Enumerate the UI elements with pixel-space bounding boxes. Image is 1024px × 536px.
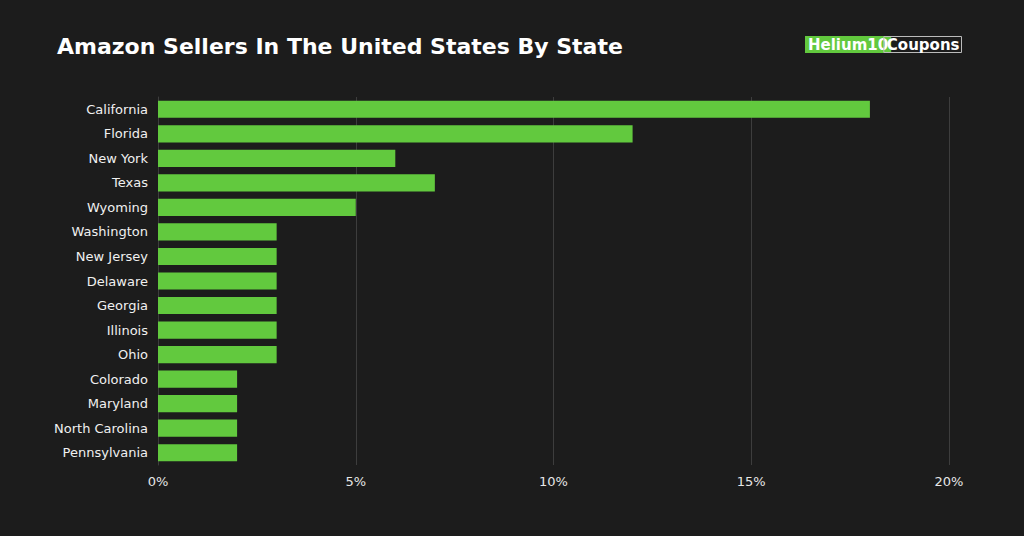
svg-text:Ohio: Ohio: [118, 347, 148, 362]
svg-text:Wyoming: Wyoming: [87, 200, 148, 215]
svg-text:10%: 10%: [539, 474, 568, 489]
svg-text:Coupons: Coupons: [887, 36, 960, 54]
svg-text:Illinois: Illinois: [107, 323, 148, 338]
svg-text:Texas: Texas: [111, 175, 148, 190]
svg-text:Georgia: Georgia: [97, 298, 148, 313]
svg-text:0%: 0%: [148, 474, 169, 489]
svg-text:Amazon Sellers In The United S: Amazon Sellers In The United States By S…: [57, 34, 623, 59]
svg-text:5%: 5%: [345, 474, 366, 489]
svg-text:Delaware: Delaware: [87, 274, 148, 289]
svg-text:California: California: [86, 102, 148, 117]
svg-text:Helium10: Helium10: [808, 36, 888, 54]
svg-text:Maryland: Maryland: [88, 396, 148, 411]
svg-text:New Jersey: New Jersey: [76, 249, 148, 264]
svg-text:New York: New York: [88, 151, 148, 166]
svg-text:Colorado: Colorado: [90, 372, 148, 387]
svg-text:15%: 15%: [737, 474, 766, 489]
svg-text:Florida: Florida: [104, 126, 148, 141]
svg-text:Pennsylvania: Pennsylvania: [63, 445, 148, 460]
svg-text:North Carolina: North Carolina: [54, 421, 148, 436]
svg-text:20%: 20%: [935, 474, 964, 489]
svg-text:Washington: Washington: [72, 224, 148, 239]
